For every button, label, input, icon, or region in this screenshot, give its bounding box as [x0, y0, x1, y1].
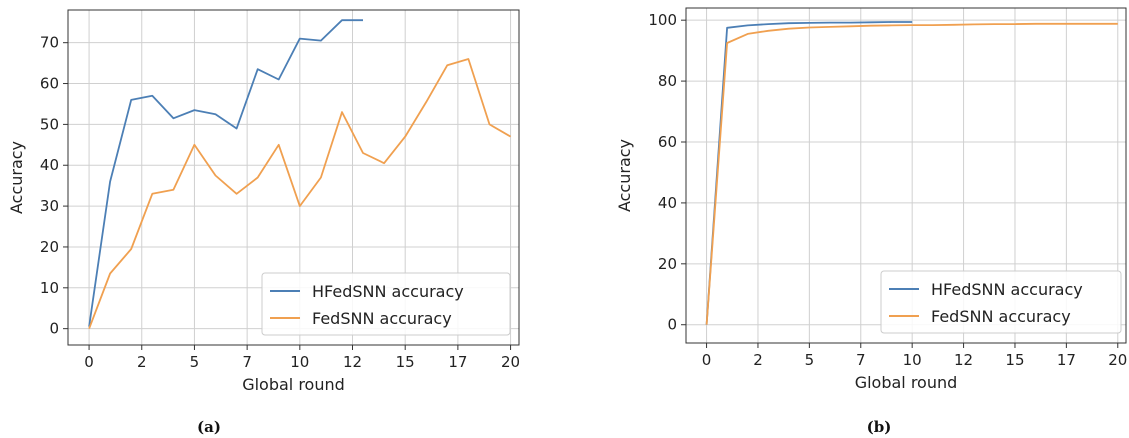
panel-caption: (a)	[197, 418, 221, 436]
y-tick-label: 80	[658, 72, 677, 90]
y-tick-label: 100	[648, 11, 677, 29]
x-tick-label: 17	[1057, 351, 1076, 369]
legend: HFedSNN accuracy FedSNN accuracy	[880, 270, 1122, 334]
series-line-fedsnn	[88, 58, 512, 330]
x-tick-label: 10	[903, 351, 922, 369]
y-tick-label: 10	[40, 279, 59, 297]
x-tick-label: 10	[290, 353, 309, 371]
x-tick-label: 17	[448, 353, 467, 371]
plot-frame	[685, 7, 1127, 344]
x-tick-label: 20	[1108, 351, 1127, 369]
legend-box	[880, 270, 1122, 334]
x-tick-label: 5	[805, 351, 815, 369]
x-tick-label: 0	[84, 353, 94, 371]
legend-entry: HFedSNN accuracy	[931, 280, 1083, 299]
y-tick-label: 70	[40, 34, 59, 52]
y-tick-label: 0	[49, 320, 59, 338]
x-tick-label: 2	[137, 353, 147, 371]
x-tick-label: 7	[856, 351, 866, 369]
y-tick-label: 20	[40, 238, 59, 256]
y-tick-label: 20	[658, 255, 677, 273]
legend-entry: FedSNN accuracy	[312, 309, 452, 328]
x-tick-label: 5	[190, 353, 200, 371]
panel-caption: (b)	[867, 418, 892, 436]
y-tick-label: 40	[658, 194, 677, 212]
x-tick-label: 12	[343, 353, 362, 371]
x-axis-label: Global round	[242, 375, 345, 394]
x-axis-label: Global round	[855, 373, 958, 392]
series-line-hfedsnn	[705, 21, 913, 325]
y-tick-label: 60	[40, 75, 59, 93]
legend-entry: HFedSNN accuracy	[312, 282, 464, 301]
series-line-fedsnn	[705, 22, 1118, 325]
y-tick-label: 50	[40, 115, 59, 133]
series-line-hfedsnn	[88, 19, 363, 327]
x-tick-label: 2	[753, 351, 763, 369]
x-tick-label: 20	[501, 353, 520, 371]
legend-box	[261, 272, 511, 336]
legend-entry: FedSNN accuracy	[931, 307, 1071, 326]
y-tick-label: 40	[40, 156, 59, 174]
x-tick-label: 15	[396, 353, 415, 371]
chart-panel-b: 0 2 5 7 10 12 15 17 20 0 20 40 60 80 100 Global round Ac…	[615, 7, 1127, 436]
y-axis-label: Accuracy	[7, 141, 26, 214]
x-tick-label: 7	[242, 353, 252, 371]
y-tick-label: 30	[40, 197, 59, 215]
x-tick-label: 12	[954, 351, 973, 369]
x-tick-label: 0	[702, 351, 712, 369]
legend: HFedSNN accuracy FedSNN accuracy	[261, 272, 511, 336]
y-tick-label: 60	[658, 133, 677, 151]
y-axis-label: Accuracy	[615, 139, 634, 212]
y-tick-label: 0	[667, 316, 677, 334]
chart-panel-a: 0 2 5 7 10 12 15 17 20 0 10 20 30 40 50 60 70 Global roun…	[7, 9, 520, 436]
plot-frame	[67, 9, 520, 346]
x-tick-label: 15	[1005, 351, 1024, 369]
